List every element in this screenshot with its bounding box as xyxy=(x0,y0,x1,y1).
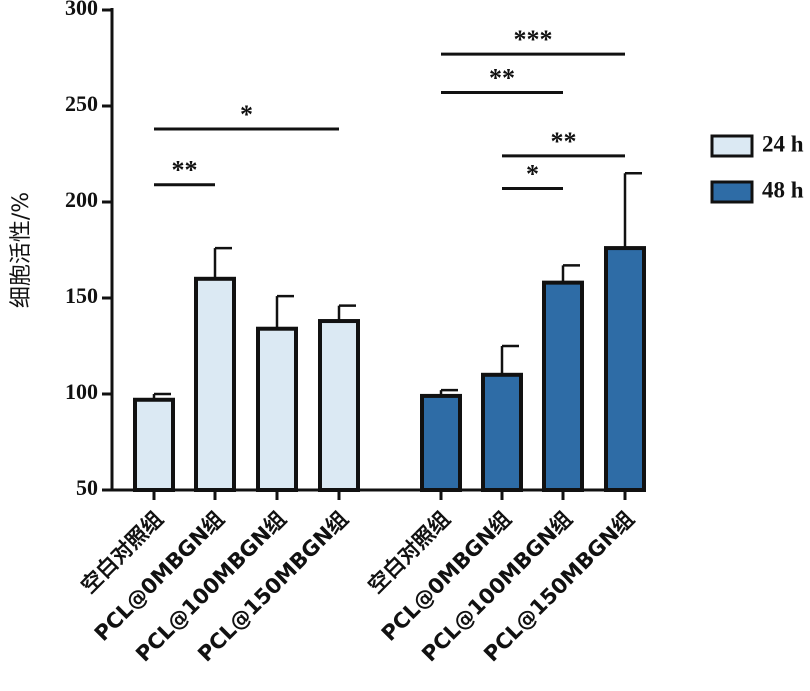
bar xyxy=(194,276,236,492)
legend-swatch xyxy=(710,180,754,204)
significance-label: ** xyxy=(489,64,515,93)
significance-label: ** xyxy=(172,156,198,185)
bar xyxy=(420,393,462,493)
significance-label: * xyxy=(240,100,253,129)
bar xyxy=(133,397,175,493)
y-tick-label: 250 xyxy=(65,91,98,116)
bar xyxy=(318,319,360,493)
y-tick-label: 300 xyxy=(65,0,98,20)
legend-label: 48 h xyxy=(762,177,804,202)
bars xyxy=(133,171,646,493)
y-tick-label: 200 xyxy=(65,187,98,212)
legend-swatch xyxy=(710,134,754,158)
significance-label: * xyxy=(526,160,539,189)
legend-label: 24 h xyxy=(762,131,804,156)
y-tick-label: 50 xyxy=(76,475,98,500)
significance-label: ** xyxy=(551,127,577,156)
legend: 24 h 48 h xyxy=(710,131,804,204)
y-tick-label: 100 xyxy=(65,379,98,404)
significance-markers: *********** xyxy=(154,25,625,191)
bar xyxy=(542,280,584,493)
bar xyxy=(604,246,646,492)
bar xyxy=(256,326,298,492)
significance-label: *** xyxy=(514,25,553,54)
bar xyxy=(481,372,523,492)
y-axis-label: 细胞活性/% xyxy=(9,192,34,308)
y-tick-label: 150 xyxy=(65,283,98,308)
